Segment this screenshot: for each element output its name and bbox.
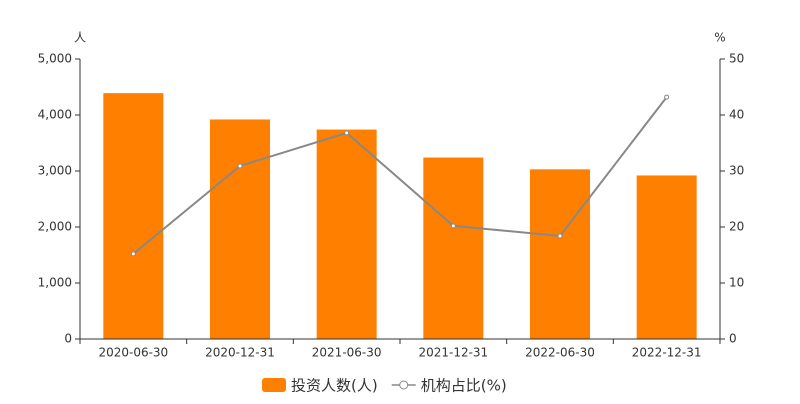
y2-tick-label: 0 — [729, 332, 737, 346]
x-tick-label: 2021-12-31 — [418, 346, 488, 360]
bar — [423, 157, 484, 339]
y2-tick-label: 10 — [729, 276, 744, 290]
y-tick-label: 1,000 — [38, 276, 72, 290]
line-point — [130, 251, 136, 257]
line-point — [557, 233, 563, 239]
y-tick-label: 4,000 — [38, 108, 72, 122]
bar — [210, 119, 270, 339]
x-tick-label: 2022-12-31 — [632, 346, 702, 360]
y2-tick-label: 20 — [729, 220, 744, 234]
line-point — [664, 94, 670, 100]
y-tick-label: 3,000 — [38, 164, 72, 178]
legend-swatch-point — [399, 380, 409, 390]
bar — [316, 129, 377, 339]
x-tick-label: 2021-06-30 — [312, 346, 382, 360]
y2-axis-unit: % — [714, 31, 725, 45]
y2-tick-label: 30 — [729, 164, 744, 178]
line-point — [450, 223, 456, 229]
bar — [636, 175, 697, 339]
x-tick-label: 2020-06-30 — [98, 346, 168, 360]
y-tick-label: 0 — [64, 332, 72, 346]
legend-swatch — [262, 378, 286, 392]
legend-label: 投资人数(人) — [291, 377, 378, 395]
bar — [103, 93, 164, 339]
y2-tick-label: 40 — [729, 108, 744, 122]
x-tick-label: 2022-06-30 — [525, 346, 595, 360]
y-tick-label: 2,000 — [38, 220, 72, 234]
y-axis-unit: 人 — [74, 31, 86, 45]
bar — [530, 169, 590, 339]
line — [132, 96, 668, 255]
x-tick-label: 2020-12-31 — [205, 346, 275, 360]
legend-label: 机构占比(%) — [421, 377, 507, 395]
y2-tick-label: 50 — [729, 52, 744, 66]
line-point — [344, 130, 350, 136]
line-point — [237, 163, 243, 169]
y-tick-label: 5,000 — [38, 52, 72, 66]
